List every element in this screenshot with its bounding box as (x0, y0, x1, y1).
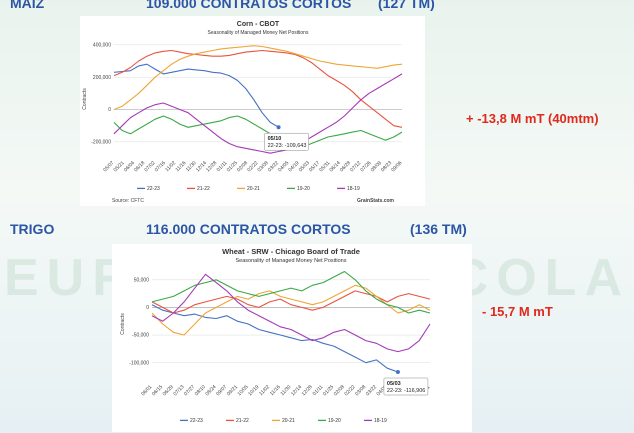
corn-legend-label: 18-19 (347, 186, 360, 192)
wheat-header-tonnage: (136 TM) (410, 221, 467, 237)
wheat-x-tick-label: 12/28 (301, 384, 314, 397)
wheat-x-tick-label: 10/05 (237, 384, 250, 397)
wheat-header-name: TRIGO (10, 221, 55, 237)
wheat-legend-label: 18-19 (374, 418, 387, 424)
corn-header-contracts: 109.000 CONTRATOS CORTOS (146, 0, 352, 11)
corn-subtitle: Seasonality of Managed Money Net Positio… (208, 30, 309, 36)
watermark-left: EUR (4, 249, 138, 307)
corn-y-axis-label: Contracts (82, 88, 88, 110)
corn-y-tick-label: 0 (108, 107, 111, 113)
corn-series-line-19-20 (113, 115, 403, 148)
wheat-x-tick-label: 02/22 (343, 384, 356, 397)
wheat-annotation-date: 05/03 (387, 381, 401, 387)
corn-credit: GrainStats.com (357, 198, 395, 204)
wheat-x-tick-label: 10/19 (247, 384, 260, 397)
wheat-series-line-20-21 (151, 284, 431, 336)
wheat-y-axis-label: Contracts (120, 313, 126, 335)
wheat-y-tick-label: 0 (146, 305, 149, 311)
wheat-x-tick-label: 06/01 (140, 384, 153, 397)
corn-y-tick-label: 200,000 (93, 75, 111, 81)
wheat-x-tick-label: 03/08 (354, 384, 367, 397)
wheat-legend-label: 20-21 (282, 418, 295, 424)
corn-legend-label: 21-22 (197, 186, 210, 192)
corn-y-tick-label: 400,000 (93, 43, 111, 49)
corn-chart: Corn - CBOT Seasonality of Managed Money … (82, 21, 404, 204)
corn-chart-panel: Corn - CBOT Seasonality of Managed Money … (80, 16, 425, 206)
wheat-x-tick-label: 09/07 (215, 384, 228, 397)
wheat-x-tick-label: 08/10 (194, 384, 207, 397)
wheat-series-line-19-20 (151, 270, 431, 314)
corn-header-tonnage: (127 TM) (378, 0, 435, 11)
wheat-y-tick-label: 50,000 (134, 278, 150, 284)
wheat-x-tick-label: 11/16 (269, 384, 282, 397)
wheat-y-tick-label: -100,000 (129, 360, 149, 366)
wheat-x-tick-label: 07/13 (172, 384, 185, 397)
corn-x-tick-label: 09/06 (390, 160, 403, 173)
wheat-side-note: - 15,7 M mT (482, 304, 553, 319)
wheat-series-line-21-22 (151, 290, 431, 314)
wheat-x-tick-label: 01/11 (312, 384, 325, 397)
wheat-x-tick-label: 11/30 (280, 384, 293, 397)
wheat-legend-label: 21-22 (236, 418, 249, 424)
corn-annotation-box (264, 132, 309, 151)
wheat-chart: Wheat - SRW - Chicago Board of Trade Seas… (120, 247, 432, 424)
wheat-x-tick-label: 12/14 (290, 384, 303, 397)
wheat-x-tick-label: 06/15 (151, 384, 164, 397)
wheat-y-tick-label: -50,000 (132, 333, 149, 339)
corn-x-tick-label: 11/16 (175, 160, 188, 173)
corn-y-tick-label: -200,000 (91, 140, 111, 146)
corn-side-note: + -13,8 M mT (40mtm) (466, 111, 599, 126)
wheat-x-tick-label: 11/02 (258, 384, 271, 397)
corn-legend-label: 22-23 (147, 186, 160, 192)
wheat-legend-label: 19-20 (328, 418, 341, 424)
wheat-x-tick-label: 07/27 (183, 384, 196, 397)
corn-series-line-20-21 (113, 45, 403, 111)
corn-x-tick-label: 11/02 (164, 160, 177, 173)
wheat-x-tick-label: 06/29 (162, 384, 175, 397)
corn-header-name: MAIZ (10, 0, 45, 11)
corn-x-tick-label: 07/16 (154, 160, 167, 173)
corn-series-line-22-23 (113, 63, 279, 128)
corn-legend-label: 20-21 (247, 186, 260, 192)
corn-legend-label: 19-20 (297, 186, 310, 192)
wheat-header-contracts: 116.000 CONTRATOS CORTOS (146, 221, 351, 237)
wheat-subtitle: Seasonality of Managed Money Net Positio… (236, 258, 347, 264)
wheat-legend-label: 22-23 (190, 418, 203, 424)
wheat-annotation-box (383, 377, 429, 396)
corn-annotation-date: 05/10 (268, 136, 282, 142)
wheat-series-line-22-23 (151, 304, 399, 373)
wheat-x-tick-label: 01/25 (322, 384, 335, 397)
wheat-annotation-label: 22-23: -116,906 (387, 388, 425, 394)
corn-annotation-point (276, 125, 281, 130)
corn-annotation-label: 22-23: -109,643 (268, 143, 307, 149)
wheat-x-tick-label: 03/22 (365, 384, 378, 397)
wheat-x-tick-label: 02/08 (333, 384, 346, 397)
wheat-title: Wheat - SRW - Chicago Board of Trade (222, 247, 360, 256)
wheat-chart-panel: Wheat - SRW - Chicago Board of Trade Seas… (112, 244, 472, 432)
corn-x-tick-label: 12/28 (205, 160, 218, 173)
corn-series-line-18-19 (113, 73, 403, 154)
wheat-annotation-point (395, 370, 400, 375)
wheat-x-tick-label: 09/21 (226, 384, 239, 397)
wheat-x-tick-label: 08/24 (204, 384, 217, 397)
corn-series-line-21-22 (113, 49, 403, 128)
wheat-series-line-18-19 (151, 273, 431, 353)
corn-title: Corn - CBOT (237, 21, 280, 28)
corn-source-note: Source: CFTC (112, 198, 144, 204)
